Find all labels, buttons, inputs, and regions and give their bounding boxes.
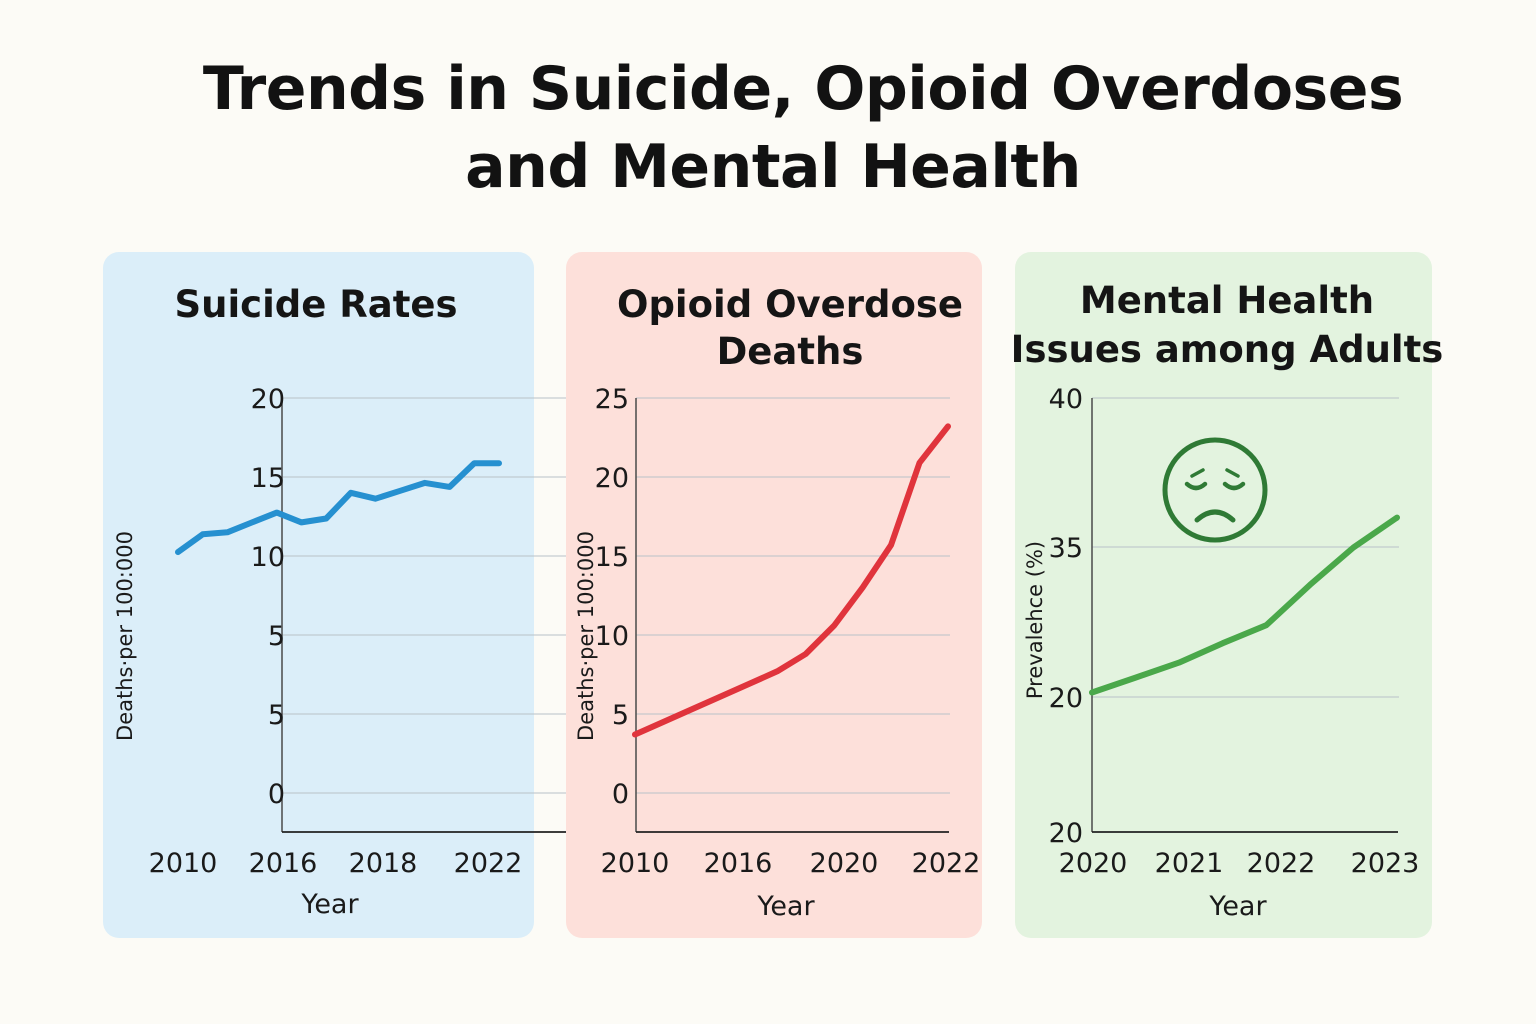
panel-mental-health: Mental Health Issues among Adults 40 35 20 20… [1011, 252, 1444, 938]
y-tick-label: 25 [595, 384, 629, 415]
data-point [325, 517, 327, 519]
y-tick-label: 10 [251, 542, 285, 573]
y-tick-label: 35 [1049, 533, 1083, 564]
data-point [226, 531, 228, 533]
panel-opioid-overdose-deaths: Opioid Overdose Deaths 25 20 15 10 5 0 2010 2016 2… [566, 252, 982, 938]
x-tick-label: 2020 [1059, 848, 1128, 879]
y-tick-label: 20 [1049, 818, 1083, 849]
page-title: Trends in Suicide, Opioid Overdoses and … [0, 50, 1536, 206]
y-tick-label: 20 [251, 384, 285, 415]
x-axis-label: Year [300, 889, 359, 920]
x-tick-label: 2010 [601, 848, 670, 879]
chart-title-line: Opioid Overdose [617, 283, 963, 326]
data-point [498, 462, 500, 464]
x-tick-label: 2022 [912, 848, 981, 879]
y-tick-label: 5 [268, 700, 285, 731]
y-tick-label: 5 [612, 700, 629, 731]
data-point [1265, 624, 1267, 626]
data-point [350, 492, 352, 494]
data-point [1091, 692, 1093, 694]
x-tick-label: 2022 [454, 848, 523, 879]
data-point [300, 521, 302, 523]
data-point [251, 521, 253, 523]
x-tick-label: 2022 [1247, 848, 1316, 879]
y-tick-label: 5 [268, 621, 285, 652]
y-tick-label: 15 [595, 542, 629, 573]
data-point [919, 462, 921, 464]
y-tick-label: 10 [595, 621, 629, 652]
data-point [449, 486, 451, 488]
y-tick-label: 40 [1049, 384, 1083, 415]
chart-title-line: Deaths [717, 330, 864, 373]
x-tick-label: 2018 [349, 848, 418, 879]
data-point [748, 683, 750, 685]
y-tick-label: 15 [251, 463, 285, 494]
chart-title-line: Issues among Adults [1011, 328, 1444, 371]
x-tick-label: 2010 [149, 848, 218, 879]
data-point [399, 490, 401, 492]
y-axis-label: Deaths·per 100:000 [113, 531, 137, 741]
page-title-line-2: and Mental Health [465, 132, 1081, 202]
data-point [177, 551, 179, 553]
x-axis-label: Year [756, 891, 815, 922]
data-point [1396, 517, 1398, 519]
data-point [662, 721, 664, 723]
data-point [1135, 677, 1137, 679]
x-axis-label: Year [1208, 891, 1267, 922]
data-point [202, 533, 204, 535]
y-axis-label: Prevalehce (%) [1023, 541, 1047, 699]
suicide-rates-chart: Suicide Rates 20 15 10 5 5 0 2010 2016 2018 2022 Ye… [113, 283, 606, 920]
chart-title-line: Mental Health [1080, 279, 1374, 322]
data-point [947, 425, 949, 427]
x-tick-label: 2016 [249, 848, 318, 879]
series-line [1089, 514, 1400, 696]
page-title-line-1: Trends in Suicide, Opioid Overdoses [202, 54, 1404, 124]
panel-suicide-rates: Suicide Rates 20 15 10 5 5 0 2010 2016 2018 2022 Ye… [103, 252, 606, 938]
chart-title-line: Suicide Rates [174, 283, 457, 326]
y-tick-label: 20 [595, 463, 629, 494]
x-tick-label: 2023 [1351, 848, 1420, 879]
data-point [691, 708, 693, 710]
data-point [1178, 662, 1180, 664]
data-point [805, 653, 807, 655]
data-point [776, 670, 778, 672]
y-tick-label: 0 [268, 779, 285, 810]
y-tick-label: 0 [612, 779, 629, 810]
x-tick-label: 2020 [810, 848, 879, 879]
y-axis-label: Deaths·per 100:000 [574, 531, 598, 741]
y-tick-label: 20 [1049, 683, 1083, 714]
series-line [175, 460, 502, 556]
sad-face-icon [1162, 437, 1268, 543]
data-point [1309, 584, 1311, 586]
x-tick-label: 2021 [1155, 848, 1224, 879]
data-point [424, 482, 426, 484]
data-point [634, 734, 636, 736]
data-point [375, 498, 377, 500]
data-point [719, 696, 721, 698]
x-tick-label: 2016 [704, 848, 773, 879]
data-point [1222, 642, 1224, 644]
data-point [862, 587, 864, 589]
data-point [276, 512, 278, 514]
data-point [1352, 547, 1354, 548]
data-point [473, 462, 475, 464]
data-point [890, 544, 892, 546]
data-point [833, 625, 835, 627]
series-line [632, 423, 951, 738]
